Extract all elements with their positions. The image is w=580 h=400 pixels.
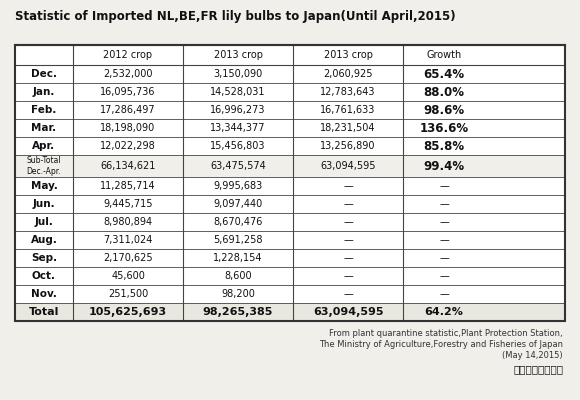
Text: 88.0%: 88.0%: [423, 86, 465, 98]
Text: 65.4%: 65.4%: [423, 68, 465, 80]
Text: 5,691,258: 5,691,258: [213, 235, 263, 245]
Text: 15,456,803: 15,456,803: [210, 141, 266, 151]
Text: Dec.: Dec.: [31, 69, 57, 79]
Bar: [15, 83, 565, 101]
Text: 18,231,504: 18,231,504: [320, 123, 376, 133]
Text: Total: Total: [29, 307, 59, 317]
Text: —: —: [439, 289, 449, 299]
Bar: [15, 155, 565, 177]
Text: 8,670,476: 8,670,476: [213, 217, 263, 227]
Text: 14,528,031: 14,528,031: [210, 87, 266, 97]
Text: —: —: [439, 181, 449, 191]
Text: From plant quarantine statistic,Plant Protection Station,: From plant quarantine statistic,Plant Pr…: [329, 329, 563, 338]
Text: 8,980,894: 8,980,894: [103, 217, 153, 227]
Text: 13,344,377: 13,344,377: [210, 123, 266, 133]
Text: —: —: [439, 217, 449, 227]
Bar: [15, 303, 565, 321]
Text: 株式会社中村農園: 株式会社中村農園: [513, 364, 563, 374]
Text: —: —: [439, 253, 449, 263]
Text: 13,256,890: 13,256,890: [320, 141, 376, 151]
Text: —: —: [343, 289, 353, 299]
Text: —: —: [439, 235, 449, 245]
Text: Jul.: Jul.: [35, 217, 53, 227]
Text: 16,996,273: 16,996,273: [210, 105, 266, 115]
Text: May.: May.: [31, 181, 57, 191]
Text: 98,200: 98,200: [221, 289, 255, 299]
Text: —: —: [439, 271, 449, 281]
Text: Oct.: Oct.: [32, 271, 56, 281]
Text: 2,060,925: 2,060,925: [323, 69, 373, 79]
Text: —: —: [343, 235, 353, 245]
Text: 16,761,633: 16,761,633: [320, 105, 376, 115]
Text: 7,311,024: 7,311,024: [103, 235, 153, 245]
Text: 85.8%: 85.8%: [423, 140, 465, 152]
Bar: [15, 65, 565, 83]
Text: —: —: [439, 199, 449, 209]
Text: The Ministry of Agriculture,Forestry and Fisheries of Japan: The Ministry of Agriculture,Forestry and…: [319, 340, 563, 349]
Text: 2013 crop: 2013 crop: [213, 50, 263, 60]
Text: 12,022,298: 12,022,298: [100, 141, 156, 151]
Bar: [15, 249, 565, 267]
Bar: [15, 45, 565, 321]
Text: Apr.: Apr.: [32, 141, 56, 151]
Text: —: —: [343, 271, 353, 281]
Bar: [15, 137, 565, 155]
Text: 2012 crop: 2012 crop: [103, 50, 153, 60]
Text: 251,500: 251,500: [108, 289, 148, 299]
Text: —: —: [343, 217, 353, 227]
Text: Sub-Total
Dec.-Apr.: Sub-Total Dec.-Apr.: [27, 156, 61, 176]
Text: 1,228,154: 1,228,154: [213, 253, 263, 263]
Bar: [15, 267, 565, 285]
Text: 2013 crop: 2013 crop: [324, 50, 372, 60]
Text: —: —: [343, 253, 353, 263]
Text: Nov.: Nov.: [31, 289, 57, 299]
Text: 2,170,625: 2,170,625: [103, 253, 153, 263]
Text: Jun.: Jun.: [32, 199, 55, 209]
Bar: [15, 231, 565, 249]
Text: 66,134,621: 66,134,621: [100, 161, 155, 171]
Bar: [15, 177, 565, 195]
Text: 98,265,385: 98,265,385: [203, 307, 273, 317]
Bar: [15, 285, 565, 303]
Text: 98.6%: 98.6%: [423, 104, 465, 116]
Text: Feb.: Feb.: [31, 105, 57, 115]
Text: Jan.: Jan.: [33, 87, 55, 97]
Bar: [15, 213, 565, 231]
Text: 9,445,715: 9,445,715: [103, 199, 153, 209]
Text: Statistic of Imported NL,BE,FR lily bulbs to Japan(Until April,2015): Statistic of Imported NL,BE,FR lily bulb…: [15, 10, 456, 23]
Text: 63,475,574: 63,475,574: [210, 161, 266, 171]
Text: —: —: [343, 199, 353, 209]
Bar: [15, 195, 565, 213]
Text: 63,094,595: 63,094,595: [313, 307, 383, 317]
Text: —: —: [343, 181, 353, 191]
Text: 11,285,714: 11,285,714: [100, 181, 156, 191]
Text: Mar.: Mar.: [31, 123, 57, 133]
Text: 136.6%: 136.6%: [419, 122, 469, 134]
Text: 8,600: 8,600: [224, 271, 252, 281]
Text: 105,625,693: 105,625,693: [89, 307, 167, 317]
Text: 3,150,090: 3,150,090: [213, 69, 263, 79]
Text: 9,097,440: 9,097,440: [213, 199, 263, 209]
Text: 16,095,736: 16,095,736: [100, 87, 156, 97]
Text: 45,600: 45,600: [111, 271, 145, 281]
Bar: [15, 119, 565, 137]
Text: 9,995,683: 9,995,683: [213, 181, 263, 191]
Text: 63,094,595: 63,094,595: [320, 161, 376, 171]
Text: 18,198,090: 18,198,090: [100, 123, 155, 133]
Text: 12,783,643: 12,783,643: [320, 87, 376, 97]
Bar: [15, 101, 565, 119]
Bar: [15, 45, 565, 321]
Text: Growth: Growth: [426, 50, 462, 60]
Text: Sep.: Sep.: [31, 253, 57, 263]
Text: 64.2%: 64.2%: [425, 307, 463, 317]
Text: (May 14,2015): (May 14,2015): [502, 351, 563, 360]
Text: Aug.: Aug.: [31, 235, 57, 245]
Text: 17,286,497: 17,286,497: [100, 105, 156, 115]
Text: 2,532,000: 2,532,000: [103, 69, 153, 79]
Text: 99.4%: 99.4%: [423, 160, 465, 172]
